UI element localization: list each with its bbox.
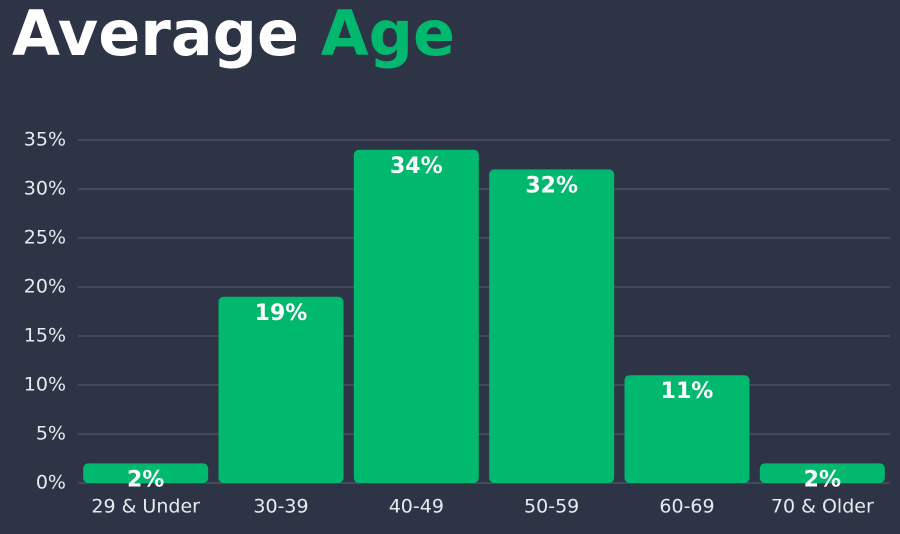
bar [759,463,885,483]
y-tick-label: 30% [24,178,66,200]
bar [624,375,750,483]
y-tick-label: 35% [24,129,66,151]
bar [218,296,344,483]
x-tick-label: 29 & Under [91,496,200,518]
y-tick-label: 5% [36,423,66,445]
x-tick-label: 40-49 [389,496,444,518]
x-tick-label: 30-39 [253,496,308,518]
title-part: Age [321,0,455,70]
y-tick-label: 25% [24,227,66,249]
y-tick-label: 20% [24,276,66,298]
x-tick-label: 60-69 [659,496,714,518]
chart-title: Average Age [12,0,455,70]
y-tick-label: 0% [36,472,66,494]
bar [83,463,209,483]
y-tick-label: 10% [24,374,66,396]
y-tick-label: 15% [24,325,66,347]
value-label: 2% [804,467,841,492]
value-label: 2% [127,467,164,492]
title-part: Average [12,0,299,70]
value-label: 19% [255,301,308,326]
value-label: 34% [390,154,443,179]
value-label: 32% [525,173,578,198]
bar [489,169,615,483]
x-tick-label: 50-59 [524,496,579,518]
value-label: 11% [661,379,714,404]
bar [353,149,479,484]
x-tick-label: 70 & Older [771,496,874,518]
